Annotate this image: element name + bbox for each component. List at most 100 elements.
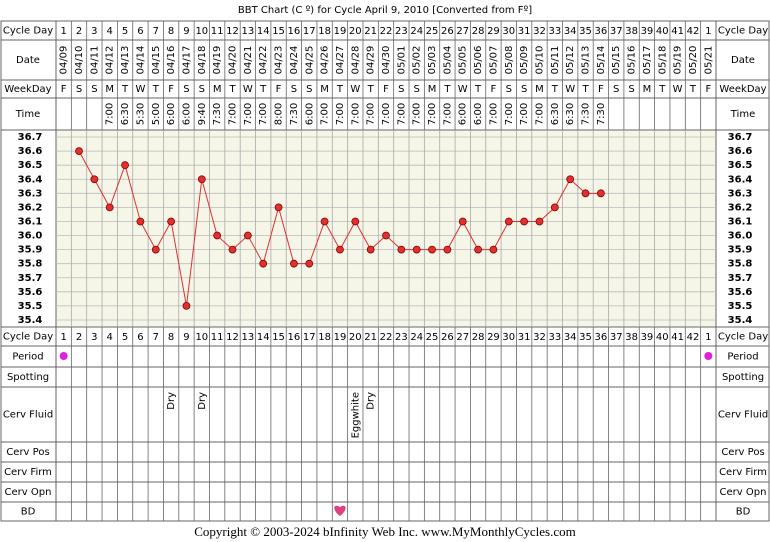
- weekday: W: [135, 84, 145, 95]
- cycle-day: 7: [153, 332, 159, 343]
- period-dot: [704, 352, 713, 360]
- weekday: S: [183, 84, 189, 95]
- cycle-day: 11: [211, 332, 224, 343]
- row-label: BD: [21, 507, 36, 518]
- date: 04/10: [74, 46, 85, 75]
- cycle-day: 32: [533, 332, 546, 343]
- cycle-day: 21: [364, 26, 377, 37]
- weekday: W: [673, 84, 683, 95]
- weekday: F: [383, 84, 389, 95]
- row-label: Spotting: [722, 372, 764, 383]
- weekday: S: [91, 84, 97, 95]
- cycle-day: 11: [211, 26, 224, 37]
- weekday: F: [61, 84, 67, 95]
- cycle-day: 41: [671, 332, 684, 343]
- date: 05/02: [412, 46, 423, 75]
- temp-point: [581, 189, 590, 198]
- time: 7:00: [350, 103, 361, 125]
- weekday: S: [506, 84, 512, 95]
- time: 7:00: [105, 103, 116, 125]
- cycle-day: 22: [380, 332, 393, 343]
- row-label: Cycle Day: [718, 332, 768, 343]
- cycle-day: 19: [334, 332, 347, 343]
- cycle-day: 32: [533, 26, 546, 37]
- cycle-day: 1: [60, 332, 66, 343]
- row-label: Time: [15, 109, 40, 120]
- cycle-day: 39: [641, 332, 654, 343]
- weekday: T: [658, 84, 666, 95]
- time: 7:00: [366, 103, 377, 125]
- cycle-day: 40: [656, 26, 669, 37]
- row-label: Time: [730, 109, 755, 120]
- y-tick-label: 36.6: [728, 146, 753, 157]
- temp-point: [458, 217, 467, 226]
- cycle-day: 12: [226, 26, 239, 37]
- date: 05/20: [688, 46, 699, 75]
- y-tick-label: 36.5: [728, 160, 753, 171]
- date: 04/11: [89, 46, 100, 75]
- date: 05/11: [550, 46, 561, 75]
- temp-point: [566, 175, 575, 184]
- temp-point: [167, 217, 176, 226]
- weekday: M: [213, 84, 222, 95]
- footer: Copyright © 2003-2024 bInfinity Web Inc.…: [194, 524, 575, 539]
- cycle-day: 7: [153, 26, 159, 37]
- row-label: Cerv Fluid: [718, 410, 768, 421]
- weekday: W: [565, 84, 575, 95]
- cycle-day: 29: [487, 332, 500, 343]
- temp-point: [90, 175, 99, 184]
- row-label: Cerv Fluid: [3, 410, 53, 421]
- row-label: Cerv Pos: [6, 447, 49, 458]
- weekday: T: [152, 84, 160, 95]
- date: 05/03: [427, 46, 438, 75]
- row-label: Period: [727, 352, 758, 363]
- weekday: T: [443, 84, 451, 95]
- cycle-day: 38: [625, 26, 638, 37]
- y-tick-label: 36.7: [18, 132, 43, 143]
- weekday: M: [643, 84, 652, 95]
- temp-point: [305, 259, 314, 268]
- cycle-day: 25: [426, 332, 439, 343]
- time: 6:00: [304, 103, 315, 125]
- cycle-day: 15: [272, 26, 285, 37]
- date: 04/19: [212, 46, 223, 75]
- cycle-day: 35: [579, 26, 592, 37]
- cerv-fluid: Dry: [166, 392, 177, 410]
- temp-point: [351, 217, 360, 226]
- time: 8:00: [274, 103, 285, 125]
- weekday: F: [705, 84, 711, 95]
- time: 7:00: [412, 103, 423, 125]
- cycle-day: 13: [241, 26, 254, 37]
- cycle-day: 42: [687, 332, 700, 343]
- weekday: F: [276, 84, 282, 95]
- cycle-day: 28: [472, 26, 485, 37]
- weekday: S: [628, 84, 634, 95]
- temp-point: [520, 217, 529, 226]
- y-tick-label: 36.7: [728, 132, 753, 143]
- weekday: M: [320, 84, 329, 95]
- time: 7:00: [335, 103, 346, 125]
- y-tick-label: 36.4: [18, 174, 43, 185]
- date: 05/01: [396, 46, 407, 75]
- cycle-day: 2: [76, 332, 82, 343]
- cycle-day: 23: [395, 26, 408, 37]
- weekday: S: [398, 84, 404, 95]
- temp-point: [474, 245, 482, 254]
- temp-point: [290, 259, 298, 268]
- temp-point: [121, 161, 129, 170]
- temp-point: [489, 245, 498, 254]
- y-tick-label: 36.1: [728, 216, 753, 227]
- date: 05/13: [581, 46, 592, 75]
- date: 05/15: [611, 46, 622, 75]
- row-label: Cerv Opn: [5, 487, 52, 498]
- cycle-day: 18: [318, 332, 331, 343]
- time: 5:30: [135, 103, 146, 125]
- date: 04/13: [120, 46, 131, 75]
- time: 7:00: [442, 103, 453, 125]
- cycle-day: 20: [349, 332, 362, 343]
- date: 05/08: [504, 46, 515, 75]
- weekday: W: [243, 84, 253, 95]
- time: 7:00: [427, 103, 438, 125]
- time: 7:00: [396, 103, 407, 125]
- cycle-day: 12: [226, 332, 239, 343]
